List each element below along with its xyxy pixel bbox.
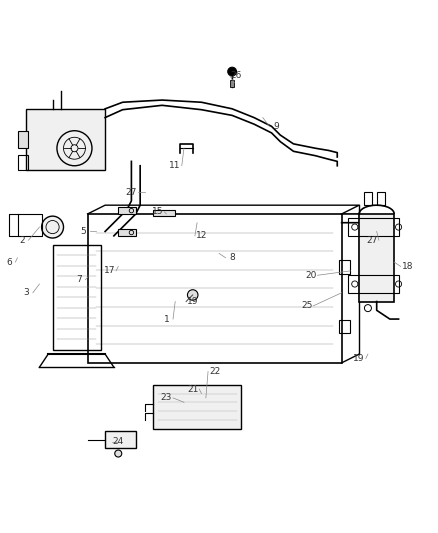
Text: 26: 26 — [231, 71, 242, 80]
Text: 24: 24 — [113, 437, 124, 446]
Text: 5: 5 — [80, 227, 86, 236]
Text: 22: 22 — [209, 367, 220, 376]
Text: 1: 1 — [163, 314, 170, 324]
Bar — [118, 207, 136, 214]
Text: 25: 25 — [301, 302, 312, 310]
Bar — [339, 260, 350, 273]
Bar — [230, 80, 234, 87]
Text: 27: 27 — [126, 188, 137, 197]
Text: 27: 27 — [367, 236, 378, 245]
Circle shape — [187, 290, 198, 300]
Text: 12: 12 — [196, 231, 207, 240]
Text: 3: 3 — [23, 288, 29, 297]
Text: 11: 11 — [170, 161, 181, 170]
Text: 19: 19 — [353, 354, 365, 363]
Bar — [153, 385, 241, 429]
Bar — [348, 219, 399, 236]
Bar — [53, 245, 101, 350]
Text: 17: 17 — [104, 266, 115, 276]
Text: 8: 8 — [229, 253, 235, 262]
Bar — [26, 109, 105, 170]
Circle shape — [228, 67, 237, 76]
Bar — [339, 320, 350, 333]
Text: 9: 9 — [273, 122, 279, 131]
Text: 7: 7 — [76, 275, 82, 284]
Text: 19: 19 — [187, 297, 198, 306]
Bar — [88, 214, 342, 363]
Bar — [364, 192, 372, 205]
Text: 6: 6 — [6, 257, 12, 266]
Bar — [18, 131, 28, 148]
Text: 21: 21 — [187, 385, 198, 394]
Bar — [18, 155, 28, 170]
Text: 15: 15 — [152, 207, 163, 216]
Bar — [348, 275, 399, 293]
Text: 23: 23 — [161, 393, 172, 402]
Text: 20: 20 — [305, 271, 317, 280]
Bar — [105, 431, 136, 448]
Circle shape — [42, 216, 64, 238]
Bar — [18, 214, 42, 236]
Bar — [359, 214, 394, 302]
Bar — [377, 192, 385, 205]
Bar — [153, 209, 175, 216]
Text: 2: 2 — [19, 236, 25, 245]
Circle shape — [115, 450, 122, 457]
Text: 18: 18 — [402, 262, 413, 271]
Bar — [118, 229, 136, 236]
